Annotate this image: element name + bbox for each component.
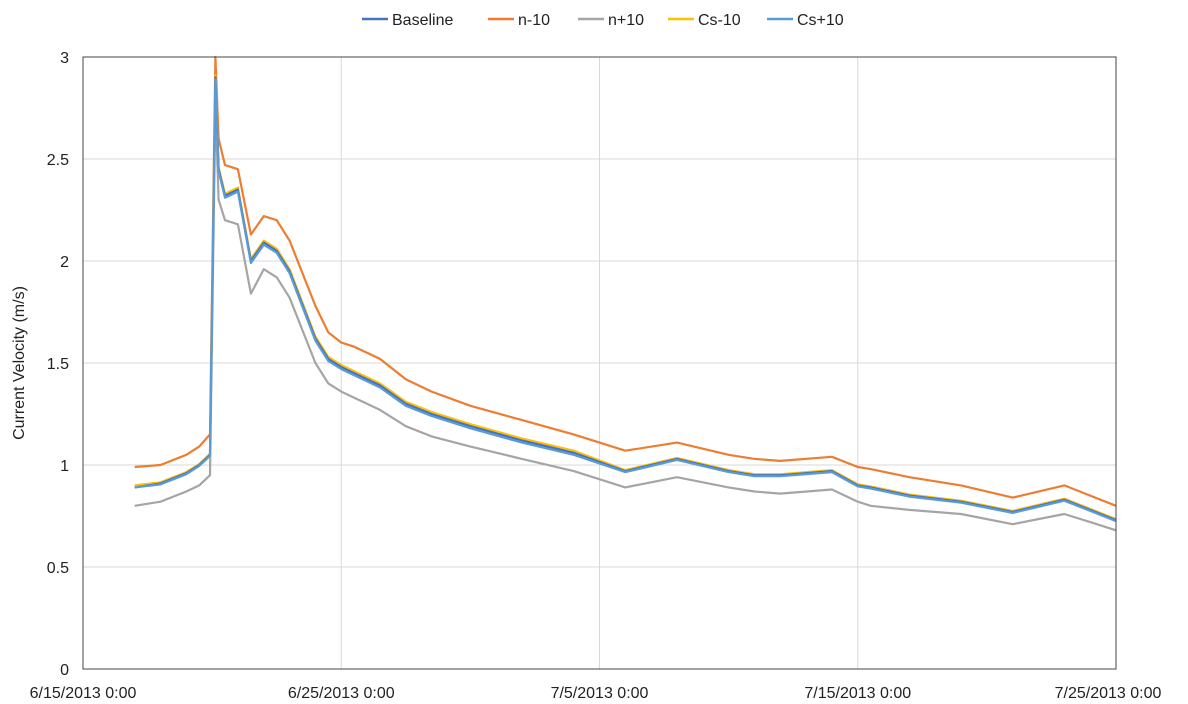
x-tick-label-4: 7/25/2013 0:00 — [1055, 685, 1162, 702]
x-tick-label-0: 6/15/2013 0:00 — [30, 685, 137, 702]
y-tick-label-6: 3 — [60, 50, 69, 67]
series-line-cs-10 — [134, 74, 1117, 521]
legend-label-cs-10: Cs-10 — [698, 12, 741, 29]
legend-label-cs-10: Cs+10 — [797, 12, 844, 29]
y-tick-label-1: 0.5 — [47, 560, 69, 577]
x-tick-label-3: 7/15/2013 0:00 — [804, 685, 911, 702]
legend: Baseline n-10 n+10 Cs-10 Cs+10 — [362, 12, 844, 29]
x-tick-label-2: 7/5/2013 0:00 — [551, 685, 649, 702]
x-axis-ticks: 6/15/2013 0:00 6/25/2013 0:00 7/5/2013 0:0… — [30, 685, 1162, 702]
legend-label-n-10: n-10 — [518, 12, 550, 29]
series-layer — [134, 55, 1117, 532]
y-tick-label-2: 1 — [60, 458, 69, 475]
y-axis-ticks: 0 0.5 1 1.5 2 2.5 3 — [47, 50, 69, 679]
y-tick-label-0: 0 — [60, 662, 69, 679]
y-axis-title: Current Velocity (m/s) — [11, 286, 28, 440]
legend-label-n-10: n+10 — [608, 12, 644, 29]
series-line-n-10 — [134, 100, 1117, 532]
x-tick-label-1: 6/25/2013 0:00 — [288, 685, 395, 702]
plot-area-frame — [82, 56, 1117, 670]
y-tick-label-4: 2 — [60, 254, 69, 271]
y-tick-label-3: 1.5 — [47, 356, 69, 373]
series-line-baseline — [134, 76, 1117, 522]
series-line-n-10 — [134, 55, 1117, 507]
y-tick-label-5: 2.5 — [47, 152, 69, 169]
series-line-cs-10 — [134, 78, 1117, 523]
legend-label-baseline: Baseline — [392, 12, 453, 29]
gridlines — [83, 57, 1116, 669]
